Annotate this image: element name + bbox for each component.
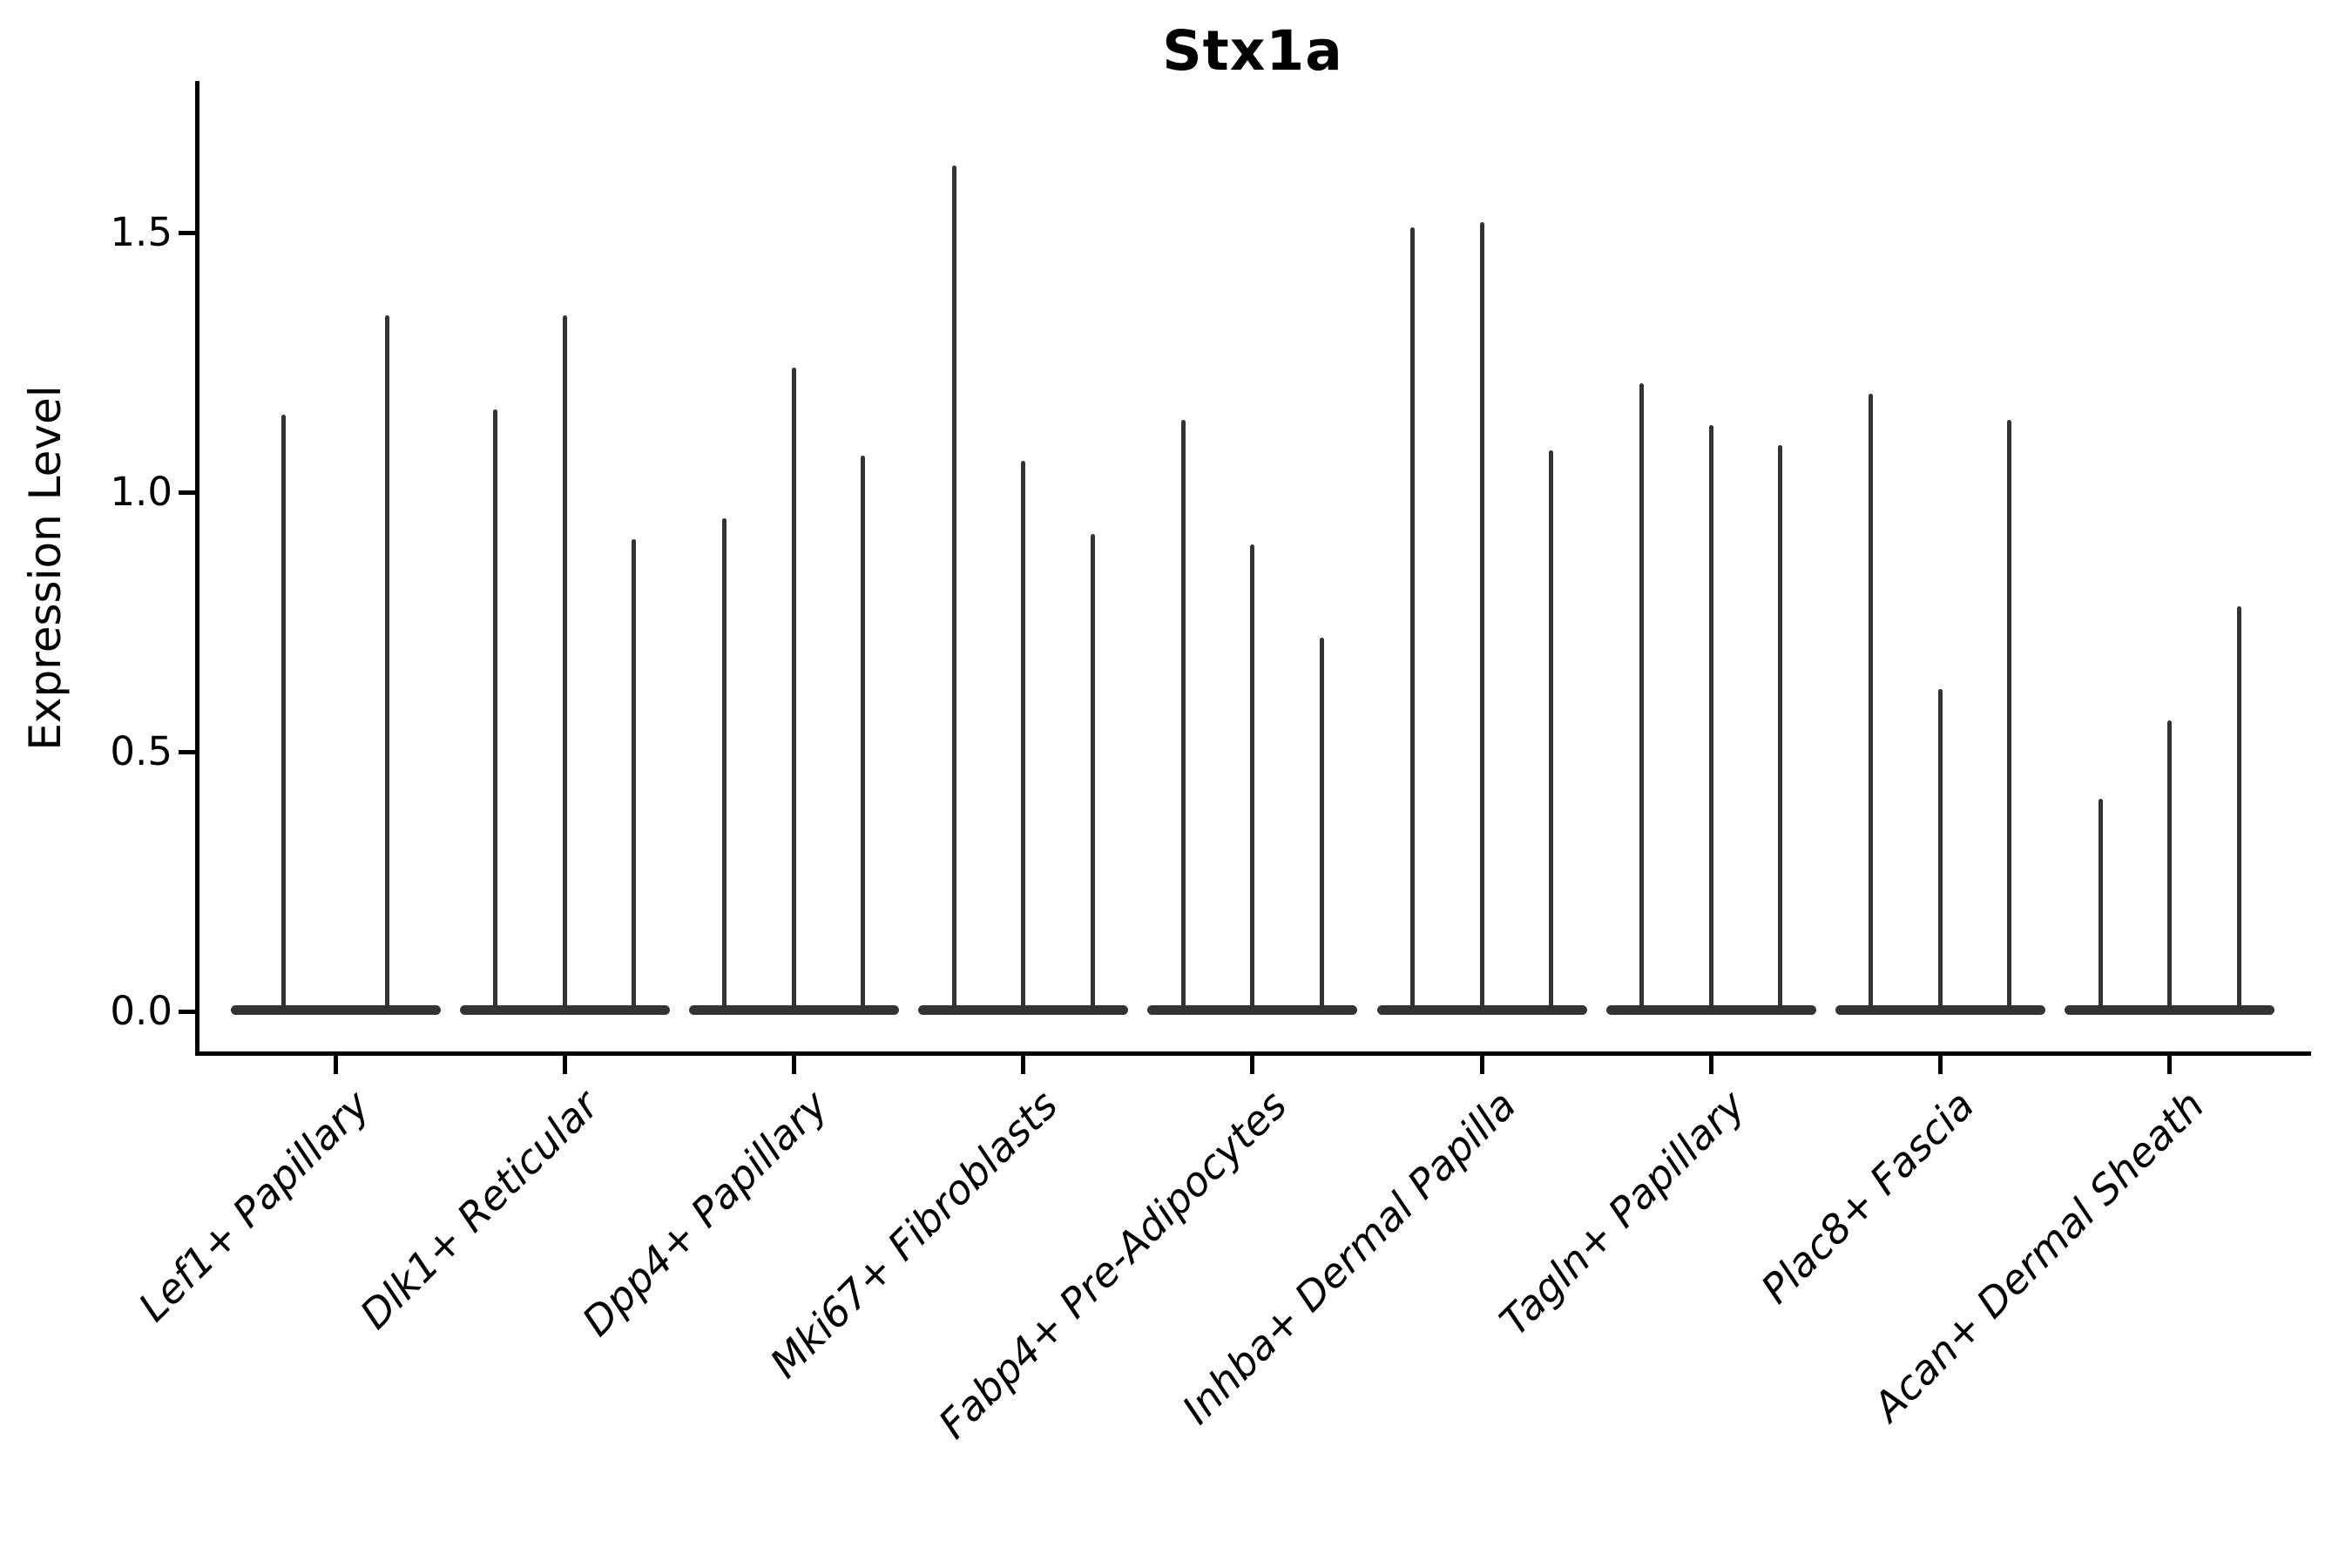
violin-spike [861,456,866,1010]
y-tick [179,749,197,754]
violin-spike [1479,222,1484,1010]
violin-spike [1410,227,1415,1010]
violin-spike [562,315,567,1010]
x-tick [1479,1056,1484,1074]
x-tick-label: Inhba+ Dermal Papilla [1173,1081,1525,1434]
x-tick-label: Dpp4+ Papillary [573,1081,837,1345]
x-tick-label: Tagln+ Papillary [1490,1081,1754,1345]
violin-spike [791,367,796,1010]
y-tick [179,1009,197,1014]
violin-spike [951,165,956,1010]
y-tick-label: 0.5 [110,728,172,774]
violin-spike [2098,798,2103,1010]
violin-spike [1180,419,1186,1010]
violin-spike [2167,720,2173,1010]
violin-spike [1090,533,1095,1010]
violin-body [230,1005,441,1015]
x-tick [2167,1056,2173,1074]
violin-spike [1778,445,1783,1010]
x-tick-label: Plac8+ Fascia [1752,1081,1984,1313]
violin-spike [385,315,389,1010]
y-tick [179,230,197,235]
violin-spike [632,538,637,1010]
violin-spike [1639,382,1645,1010]
violin-spike [281,414,286,1010]
y-tick-label: 1.0 [110,469,172,515]
plot-title: Stx1a [1162,19,1343,83]
x-tick [333,1056,338,1074]
violin-spike [722,517,727,1010]
violin-spike [1319,637,1324,1010]
x-tick-label: Dlk1+ Reticular [351,1081,608,1338]
violin-spike [1250,544,1255,1010]
x-tick-label: Acan+ Dermal Sheath [1863,1081,2213,1430]
violin-spike [1549,450,1553,1010]
x-tick [1021,1056,1026,1074]
x-tick-label: Mki67+ Fibroblasts [760,1081,1067,1388]
y-tick-label: 1.5 [110,209,172,255]
y-axis-line [195,81,199,1056]
x-tick [1937,1056,1943,1074]
x-tick [562,1056,567,1074]
x-tick [791,1056,796,1074]
violin-spike [1937,689,1943,1010]
y-tick [179,490,197,495]
x-axis-line [195,1051,2311,1056]
x-tick [1708,1056,1713,1074]
x-tick [1250,1056,1255,1074]
y-tick-label: 0.0 [110,988,172,1034]
violin-spike [493,409,498,1010]
x-tick-label: Fabp4+ Pre-Adipocytes [929,1081,1296,1448]
violin-spike [2007,419,2012,1010]
violin-spike [2236,606,2241,1010]
violin-spike [1869,393,1874,1010]
violin-spike [1708,424,1713,1010]
violin-spike [1021,461,1026,1010]
